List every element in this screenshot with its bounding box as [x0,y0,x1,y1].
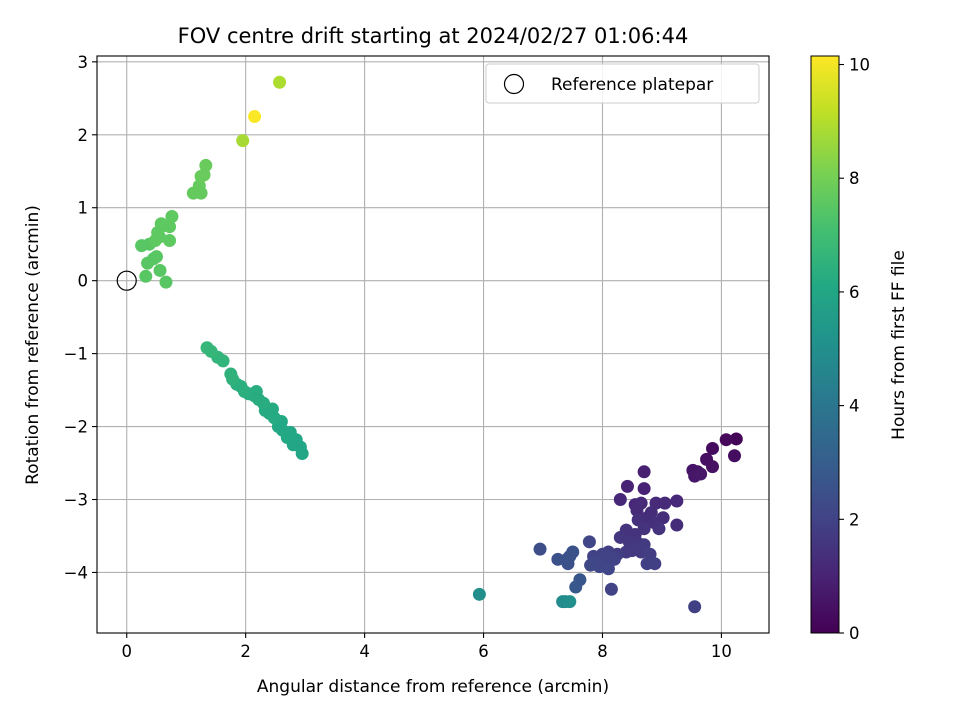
colorbar-tick-label: 6 [849,283,860,302]
data-point [694,467,708,481]
data-point [620,479,634,493]
colorbar-frame [810,55,840,634]
y-tick-label: 2 [78,126,89,145]
x-tick-label: 6 [478,642,489,661]
data-point [706,460,720,474]
colorbar-ticks: 0 2 4 6 8 10 [839,56,870,643]
colorbar: 0 2 4 6 8 10 Hours from first FF file [810,55,909,643]
x-tick-label: 10 [711,642,732,661]
data-points [135,75,743,614]
data-point [139,269,153,283]
x-tick-label: 2 [240,642,251,661]
data-point [153,263,167,277]
data-point [273,75,287,89]
x-tick-label: 4 [359,642,370,661]
data-point [561,557,575,571]
data-point [630,503,644,517]
data-point [637,465,651,479]
grid-lines [97,56,769,633]
data-point [551,552,565,566]
data-point [706,441,720,455]
y-axis-label: Rotation from reference (arcmin) [23,205,43,485]
data-point [569,580,583,594]
data-point [670,518,684,532]
data-point [533,542,547,556]
data-point [688,600,702,614]
data-point [613,493,627,507]
data-point [236,134,250,148]
data-point [224,367,238,381]
legend-entry: Reference platepar [551,75,713,95]
colorbar-tick-label: 4 [849,397,860,416]
plot-frame [96,55,770,634]
y-axis-ticks: −4 −3 −2 −1 0 1 2 3 [64,53,97,582]
legend: Reference platepar [485,63,760,104]
y-tick-label: −3 [64,491,88,510]
data-point [729,432,743,446]
chart-title: FOV centre drift starting at 2024/02/27 … [178,24,689,48]
colorbar-label: Hours from first FF file [889,250,909,440]
y-tick-label: 1 [78,199,89,218]
data-point [200,341,214,355]
legend-box [485,63,760,104]
colorbar-tick-label: 2 [849,510,860,529]
data-point [670,494,684,508]
data-point [637,522,651,536]
data-point [652,522,666,536]
reference-point [116,270,137,291]
y-tick-label: −4 [64,563,88,582]
data-point [563,595,577,609]
data-point [163,234,177,248]
data-point [149,250,163,264]
x-tick-label: 0 [121,642,132,661]
reference-marker [116,270,137,291]
colorbar-gradient [811,56,839,633]
legend-marker [503,73,525,95]
data-point [637,482,651,496]
data-point [582,535,596,549]
y-tick-label: 0 [78,272,89,291]
data-point [248,110,262,124]
x-axis-ticks: 0 2 4 6 8 10 [121,633,732,661]
colorbar-tick-label: 10 [849,56,870,75]
y-tick-label: 3 [78,53,89,72]
data-point [154,217,168,231]
x-axis-label: Angular distance from reference (arcmin) [257,677,609,697]
data-point [607,552,621,566]
y-tick-label: −1 [64,345,88,364]
data-point [648,557,662,571]
data-point [601,562,615,576]
colorbar-tick-label: 0 [849,624,860,643]
x-tick-label: 8 [597,642,608,661]
y-tick-label: −2 [64,418,88,437]
data-point [165,209,179,223]
data-point [472,587,486,601]
data-point [566,545,580,559]
data-point [604,582,618,596]
data-point [658,496,672,510]
data-point [719,433,733,447]
data-point [199,158,213,172]
data-point [728,449,742,463]
colorbar-tick-label: 8 [849,169,860,188]
data-point [159,275,173,289]
